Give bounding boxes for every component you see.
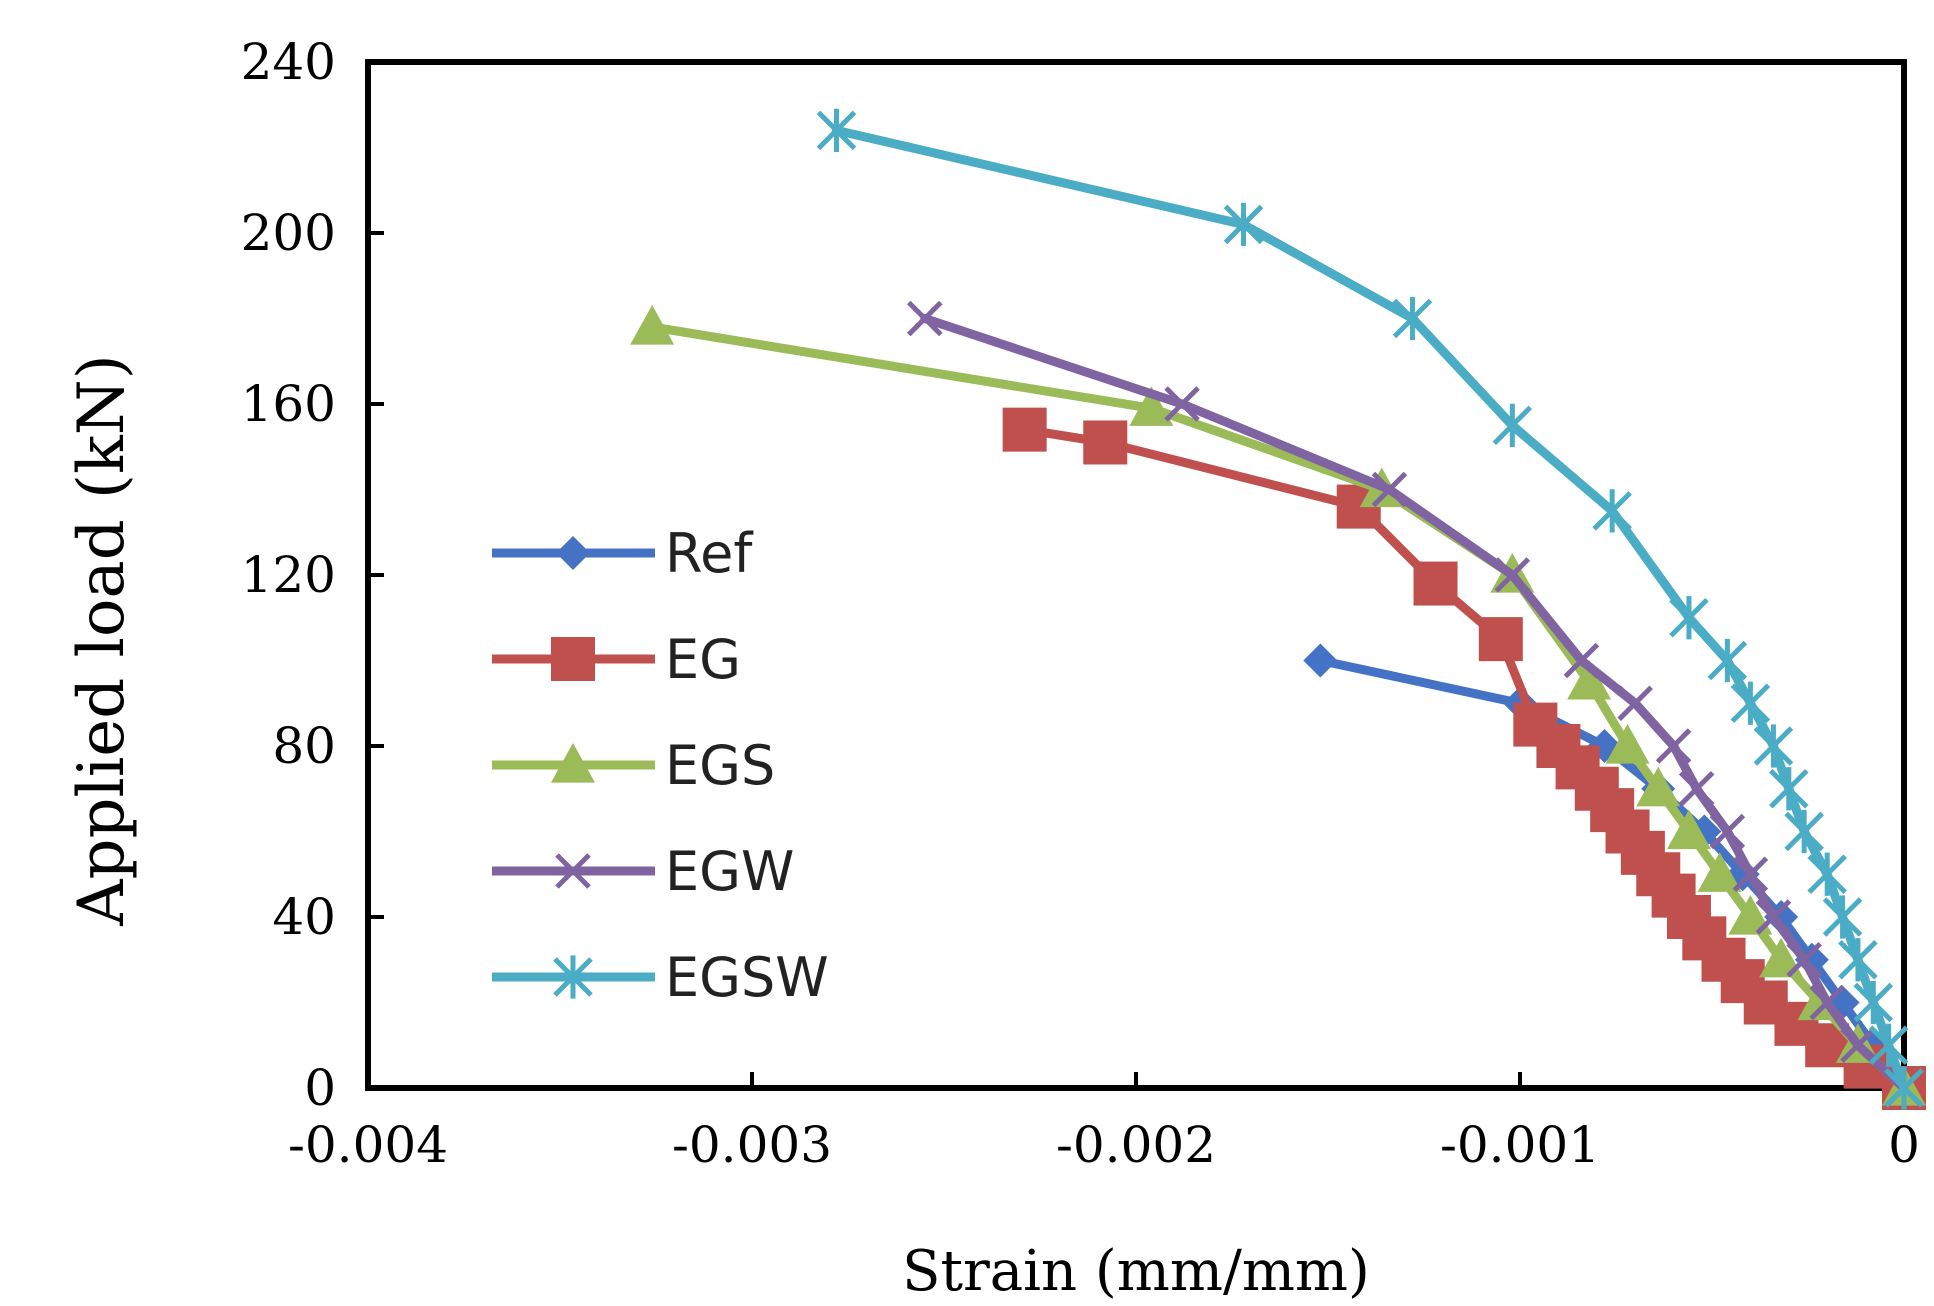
data-point xyxy=(630,305,675,345)
data-point xyxy=(1492,403,1533,447)
data-point xyxy=(1884,1066,1924,1110)
data-point xyxy=(1786,941,1822,978)
y-axis-title: Applied load (kN) xyxy=(65,354,139,926)
data-point xyxy=(1868,1023,1909,1067)
data-point xyxy=(1605,724,1650,764)
data-point xyxy=(1753,724,1794,768)
y-tick-label: 160 xyxy=(241,375,336,433)
series-egsw xyxy=(816,108,1924,1110)
data-point xyxy=(1853,980,1894,1025)
legend-item: EGSW xyxy=(492,946,829,1009)
x-tick-label: -0.003 xyxy=(672,1116,832,1174)
data-point xyxy=(551,637,595,681)
data-point xyxy=(551,743,595,783)
data-point xyxy=(1655,728,1692,764)
legend-label: EG xyxy=(665,628,741,691)
legend-item: Ref xyxy=(492,522,754,585)
data-point xyxy=(1567,659,1612,700)
data-point xyxy=(1759,937,1804,978)
data-point xyxy=(1303,643,1338,678)
y-tick-label: 40 xyxy=(272,888,336,946)
data-point xyxy=(1563,642,1600,679)
data-point xyxy=(1636,766,1681,807)
legend-item: EGS xyxy=(492,734,775,797)
y-tick-label: 0 xyxy=(304,1059,336,1117)
x-tick-label: -0.004 xyxy=(288,1116,448,1174)
data-point xyxy=(555,853,591,889)
data-point xyxy=(907,300,943,337)
plot-area-frame xyxy=(365,59,1907,1091)
data-point xyxy=(556,536,590,570)
data-point xyxy=(1732,856,1769,893)
y-tick-label: 200 xyxy=(241,204,336,262)
legend-label: Ref xyxy=(665,522,754,585)
data-point xyxy=(1678,770,1715,807)
data-point xyxy=(1730,681,1771,725)
data-point xyxy=(1666,809,1711,850)
legend-label: EGSW xyxy=(665,946,829,1009)
data-point xyxy=(1728,895,1773,935)
data-point xyxy=(1371,471,1408,508)
legend-item: EGW xyxy=(492,840,794,903)
data-point xyxy=(1669,596,1709,640)
data-point xyxy=(816,108,857,152)
data-point xyxy=(1617,685,1653,722)
data-point xyxy=(1513,702,1558,747)
data-point xyxy=(1807,852,1847,896)
data-point xyxy=(1164,386,1200,422)
data-point xyxy=(1494,557,1531,593)
legend-label: EGS xyxy=(665,734,775,797)
data-point xyxy=(1838,938,1878,982)
data-point xyxy=(1840,1027,1876,1064)
x-axis-title: Strain (mm/mm) xyxy=(902,1239,1370,1301)
data-point xyxy=(1002,407,1047,452)
data-point xyxy=(1413,561,1458,606)
data-point xyxy=(1784,809,1824,854)
data-point xyxy=(1822,895,1863,939)
y-tick-label: 120 xyxy=(241,546,336,604)
y-tick-label: 80 xyxy=(272,717,336,775)
data-point xyxy=(1223,202,1264,247)
data-point xyxy=(1769,767,1809,811)
x-tick-label: 0 xyxy=(1888,1116,1920,1174)
x-tick-label: -0.002 xyxy=(1056,1116,1216,1174)
data-point xyxy=(553,955,593,999)
data-point xyxy=(1592,489,1632,533)
legend: Ref EG EGS EGW EGSW xyxy=(492,522,829,1009)
data-point xyxy=(1697,852,1742,892)
data-point xyxy=(1707,638,1748,683)
data-point xyxy=(1709,813,1746,850)
data-point xyxy=(1755,899,1792,935)
series-egw xyxy=(907,300,1922,1106)
axis-ticks: -0.004 -0.003 -0.002 -0.001 0 0 40 80 120 160 200 2… xyxy=(241,33,1920,1174)
data-point xyxy=(1392,296,1433,341)
legend-label: EGW xyxy=(665,840,794,903)
legend-item: EG xyxy=(492,628,741,691)
data-point xyxy=(1129,386,1174,426)
data-point xyxy=(1809,984,1845,1021)
y-tick-label: 240 xyxy=(241,33,336,91)
data-point xyxy=(1083,420,1128,465)
data-point xyxy=(1478,617,1523,662)
series-layer xyxy=(630,108,1926,1110)
x-tick-label: -0.001 xyxy=(1440,1116,1600,1174)
